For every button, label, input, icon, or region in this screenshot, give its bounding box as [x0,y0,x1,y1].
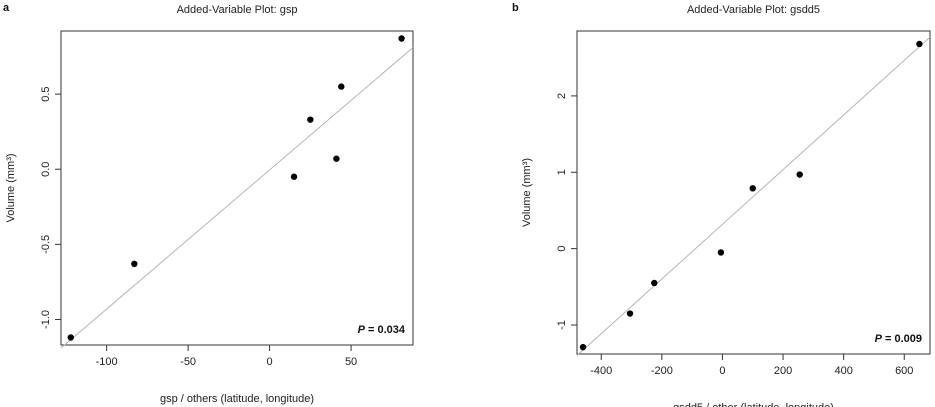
panel-a-x-tick-label: 50 [345,356,357,368]
panel-b-data-point [796,171,803,178]
panel-b-data-point [626,310,634,317]
panel-b-x-tick-label: -400 [590,365,612,377]
panel-a-x-tick-label: -100 [96,356,118,368]
panel-b-plot-frame [576,30,931,355]
panel-a-y-axis-label: Volume (mm³) [5,153,17,222]
panel-a-p-number: = 0.034 [365,324,406,336]
panel-b-title: Added-Variable Plot: gsdd5 [687,4,820,16]
panel-b-y-tick-label: 1 [556,169,568,175]
panel-b-data-point [717,249,725,256]
panel-a-y-tick-label: -1.0 [40,310,52,329]
panel-b-x-tick-label: 200 [774,365,792,377]
panel-a-data-point [398,35,405,42]
panel-b-y-tick-label: -1 [556,320,568,330]
panel-a-x-tick-label: 0 [267,356,273,368]
panel-a-x-tick-label: -50 [180,356,196,368]
panel-a-y-tick-label: 0.5 [40,86,52,101]
panel-b-y-tick-label: 0 [556,246,568,252]
panel-a-p-value: P = 0.034 [358,324,406,336]
panel-a-data-point [290,173,298,180]
panel-a-data-point [307,116,314,123]
panel-b-p-value: P = 0.009 [875,333,922,345]
panel-b-x-tick-label: 600 [895,365,913,377]
panel-a-p-symbol: P [358,324,366,336]
panel-b-data-point [651,279,658,287]
panel-a-data-point [131,260,138,268]
panel-b-letter: b [512,2,519,14]
panel-b-data-point [916,40,923,48]
panel-b-y-axis-label: Volume (mm³) [521,158,533,227]
panel-b-data-point [579,343,587,351]
panel-a-plot-frame [60,30,414,346]
panel-b-data-point [749,185,756,192]
panel-a-y-tick-label: -0.5 [40,235,52,254]
panel-a-title: Added-Variable Plot: gsp [177,4,298,16]
panel-b-fit-line [576,36,931,356]
panel-a-x-axis-label: gsp / others (latitude, longitude) [160,393,314,405]
panel-b-x-tick-label: 0 [719,365,725,377]
panel-a-data-point [333,155,340,162]
panel-b-x-tick-label: 400 [834,365,852,377]
panel-b-x-tick-label: -200 [651,365,673,377]
panel-a-fit-line [60,47,414,349]
panel-a-data-point [338,83,345,90]
panel-b-p-number: = 0.009 [882,333,922,345]
panel-b-p-symbol: P [875,333,883,345]
panel-b-y-tick-label: 2 [556,93,568,99]
panel-a-letter: a [3,2,10,14]
panel-a-y-tick-label: 0.0 [40,162,52,177]
panel-a-data-point [67,334,74,341]
panel-b-x-axis-label: gsdd5 / other (latitude, longitude) [673,402,834,407]
